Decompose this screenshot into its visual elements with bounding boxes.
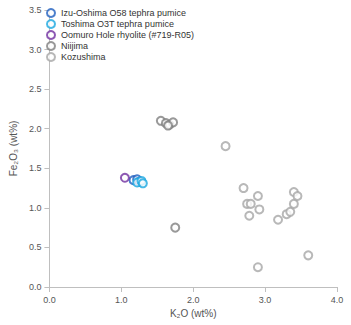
svg-text:Izu-Oshima O58 tephra pumice: Izu-Oshima O58 tephra pumice	[61, 8, 186, 18]
svg-text:1.0: 1.0	[115, 295, 128, 305]
svg-text:3.5: 3.5	[29, 5, 42, 15]
svg-text:Toshima O3T tephra pumice: Toshima O3T tephra pumice	[61, 19, 174, 29]
svg-text:1.5: 1.5	[29, 163, 42, 173]
svg-text:Niijima: Niijima	[61, 41, 88, 51]
svg-text:4.0: 4.0	[331, 295, 344, 305]
svg-text:3.0: 3.0	[29, 45, 42, 55]
svg-text:3.0: 3.0	[259, 295, 272, 305]
svg-text:0.0: 0.0	[43, 295, 56, 305]
svg-text:Oomuro Hole rhyolite (#719-R05: Oomuro Hole rhyolite (#719-R05)	[61, 30, 194, 40]
svg-text:Fe₂O₃ (wt%): Fe₂O₃ (wt%)	[8, 121, 19, 177]
svg-text:0.0: 0.0	[29, 282, 42, 292]
svg-text:2.0: 2.0	[187, 295, 200, 305]
svg-text:1.0: 1.0	[29, 203, 42, 213]
svg-text:K₂O (wt%): K₂O (wt%)	[170, 308, 217, 319]
svg-text:2.0: 2.0	[29, 124, 42, 134]
svg-text:2.5: 2.5	[29, 84, 42, 94]
svg-text:Kozushima: Kozushima	[61, 52, 106, 62]
svg-text:0.5: 0.5	[29, 242, 42, 252]
